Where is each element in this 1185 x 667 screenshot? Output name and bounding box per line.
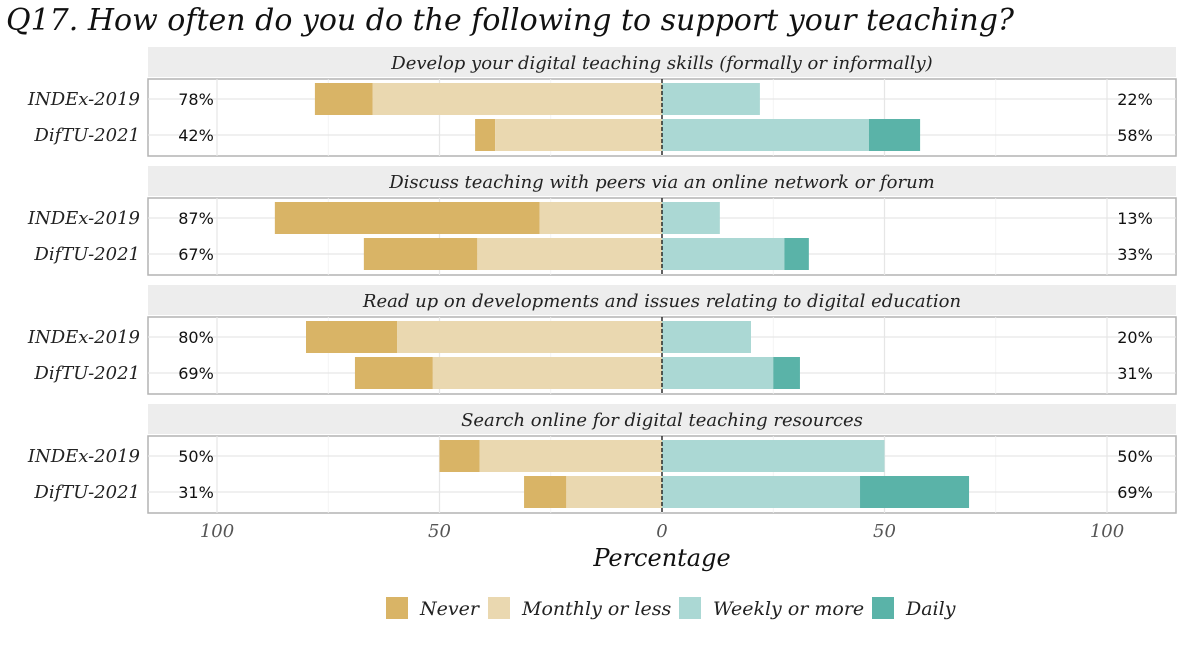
facet-panel: Discuss teaching with peers via an onlin… [27,166,1177,276]
left-percent-label: 80% [178,328,214,347]
right-percent-label: 31% [1117,364,1153,383]
facet-strip [148,166,1176,196]
bar-monthly-or-less [539,202,662,234]
bar-monthly-or-less [432,357,662,389]
bar-daily [860,476,970,508]
bar-daily [784,238,809,270]
bar-weekly-or-more [662,238,785,270]
right-percent-label: 33% [1117,245,1153,264]
bar-never [314,83,373,115]
chart-title: Q17. How often do you do the following t… [6,3,1015,38]
bar-never [274,202,540,234]
bar-never [439,440,480,472]
right-percent-label: 13% [1117,209,1153,228]
bar-never [363,238,478,270]
legend-label: Never [419,598,481,620]
legend-label: Weekly or more [713,598,864,620]
row-label: INDEx-2019 [27,208,140,229]
bar-weekly-or-more [662,440,885,472]
x-tick-label: 50 [873,521,896,542]
x-tick-label: 100 [200,521,234,542]
bar-weekly-or-more [662,357,774,389]
bar-weekly-or-more [662,321,751,353]
facet-strip-label: Develop your digital teaching skills (fo… [390,53,932,74]
facet-panel: Develop your digital teaching skills (fo… [27,47,1177,157]
row-label: INDEx-2019 [27,327,140,348]
bar-monthly-or-less [495,119,662,151]
bar-monthly-or-less [372,83,662,115]
facet-strip-label: Discuss teaching with peers via an onlin… [388,172,935,193]
x-tick-label: 0 [656,521,667,542]
bar-weekly-or-more [662,202,720,234]
facet-panel: Read up on developments and issues relat… [27,285,1177,395]
x-axis: 100 50 0 50 100 [200,521,1124,542]
bar-never [475,119,496,151]
legend-key [386,597,408,619]
bar-weekly-or-more [662,83,760,115]
bar-daily [868,119,921,151]
bar-never [306,321,398,353]
legend-label: Monthly or less [521,598,671,620]
panels: Develop your digital teaching skills (fo… [27,47,1177,514]
right-percent-label: 69% [1117,483,1153,502]
bar-weekly-or-more [662,476,861,508]
facet-strip-label: Read up on developments and issues relat… [362,291,961,312]
x-axis-title: Percentage [592,544,730,572]
legend: Never Monthly or less Weekly or more Daily [386,597,956,620]
facet-panel: Search online for digital teaching resou… [27,404,1177,514]
bar-never [354,357,433,389]
left-percent-label: 78% [178,90,214,109]
left-percent-label: 31% [178,483,214,502]
legend-label: Daily [905,598,956,620]
row-label: INDEx-2019 [27,89,140,110]
x-tick-label: 50 [428,521,451,542]
row-label: DifTU-2021 [33,363,140,384]
bar-weekly-or-more [662,119,869,151]
left-percent-label: 50% [178,447,214,466]
left-percent-label: 87% [178,209,214,228]
legend-key [872,597,894,619]
bar-monthly-or-less [479,440,662,472]
legend-key [488,597,510,619]
row-label: DifTU-2021 [33,244,140,265]
bar-monthly-or-less [566,476,662,508]
bar-never [524,476,567,508]
right-percent-label: 22% [1117,90,1153,109]
left-percent-label: 42% [178,126,214,145]
row-label: DifTU-2021 [33,125,140,146]
right-percent-label: 50% [1117,447,1153,466]
left-percent-label: 69% [178,364,214,383]
x-tick-label: 100 [1090,521,1124,542]
facet-strip [148,47,1176,77]
right-percent-label: 20% [1117,328,1153,347]
legend-key [679,597,701,619]
left-percent-label: 67% [178,245,214,264]
facet-strip [148,285,1176,315]
facet-strip-label: Search online for digital teaching resou… [461,410,863,431]
bar-daily [773,357,800,389]
right-percent-label: 58% [1117,126,1153,145]
row-label: INDEx-2019 [27,446,140,467]
row-label: DifTU-2021 [33,482,140,503]
bar-monthly-or-less [477,238,662,270]
bar-monthly-or-less [397,321,662,353]
facet-strip [148,404,1176,434]
